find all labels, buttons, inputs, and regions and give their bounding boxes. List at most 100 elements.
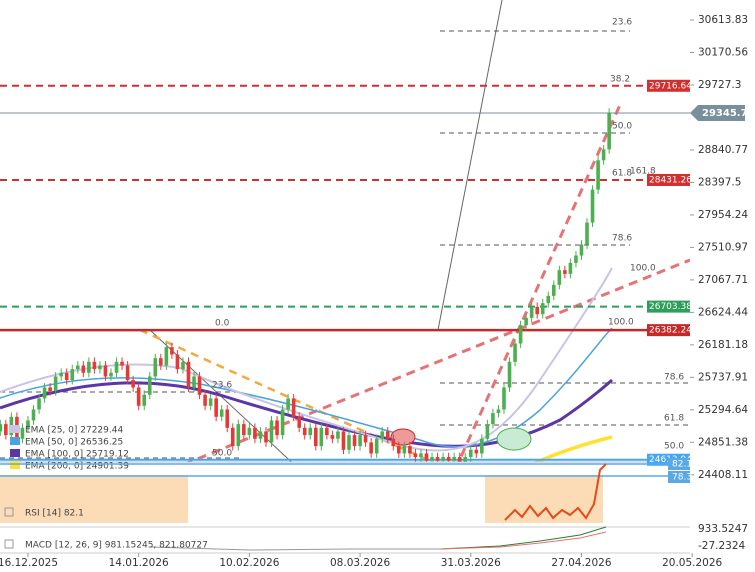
candle-body [546, 295, 551, 304]
candle-body [480, 438, 484, 454]
fib-label: 50.0 [664, 442, 684, 452]
price-tag [647, 173, 690, 186]
candle-body [269, 420, 274, 443]
x-axis: 16.12.2025 14.01.2026 10.02.2026 08.03.2026… [0, 553, 723, 569]
rsi-label: RSI [14] 82.1 [25, 509, 84, 519]
candle-body [192, 376, 196, 388]
ema-200 [532, 435, 613, 462]
candle-body [352, 435, 357, 447]
candle-body [26, 420, 30, 428]
price-tags: 29716.64 29345.7 28431.26 26703.38 26382.24 2… [647, 79, 748, 466]
candle-body [496, 409, 501, 414]
candle-body [264, 431, 268, 443]
candle-body [308, 427, 313, 436]
candle-body [413, 453, 418, 458]
macd-tick: -27.2324 [698, 540, 746, 552]
y-tick-label: 27067.71 [698, 274, 748, 286]
candle-body [186, 361, 191, 388]
candle-body [601, 149, 606, 161]
trend-line [437, 0, 503, 331]
candle-body [424, 453, 429, 461]
candle-body [552, 284, 556, 296]
fib-label: 23.6 [212, 381, 232, 391]
candle-body [325, 427, 329, 436]
candle-body [42, 387, 47, 399]
candle-body [385, 431, 390, 439]
x-tick-label: 20.05.2026 [662, 557, 722, 569]
price-tag [647, 324, 690, 337]
icon [4, 539, 14, 549]
price-tag-text: 28431.26 [649, 175, 692, 185]
icon [4, 507, 14, 517]
candle-body [20, 427, 25, 439]
candle-body [208, 398, 213, 406]
candle-body [153, 358, 158, 377]
candle-body [120, 361, 124, 366]
y-tick-label: 25294.64 [698, 404, 748, 416]
fib-label: 38.2 [610, 75, 630, 85]
candle-body [242, 424, 246, 436]
candle-body [70, 369, 75, 381]
candle-body [452, 457, 456, 461]
candle-body [98, 365, 102, 370]
candle-body [402, 446, 407, 454]
candle-body [579, 244, 584, 256]
candle-body [75, 365, 80, 370]
price-tag [690, 104, 745, 121]
legend-swatch [10, 461, 20, 469]
candle-body [291, 398, 296, 417]
candle-body [518, 325, 523, 344]
price-tag-text: 26382.24 [649, 326, 692, 336]
price-tag-text: 26703.38 [649, 302, 692, 312]
candle-body [397, 446, 401, 454]
candle-body [596, 160, 600, 190]
candle-body [391, 438, 396, 447]
candle-body [441, 457, 445, 461]
rsi-line [504, 463, 607, 521]
trend-line [456, 104, 622, 462]
candle-body [230, 427, 235, 447]
candle-body [219, 409, 224, 417]
fib-label: 100.0 [608, 318, 634, 328]
fib-label: 0.0 [215, 319, 230, 329]
candle-body [181, 361, 185, 370]
candle-body [319, 427, 324, 447]
candle-body [330, 435, 335, 439]
price-tag-text: 29345.7 [702, 108, 748, 119]
candle-body [214, 398, 218, 417]
candle-body [341, 431, 346, 450]
y-tick-label: 26624.44 [698, 306, 748, 318]
y-tick-label: 29727.3 [698, 79, 741, 91]
candle-body [563, 270, 567, 274]
candle-body [53, 376, 58, 392]
candle-body [103, 365, 108, 377]
legend-text: EMA [200, 0] 24901.39 [25, 462, 129, 472]
legend-text: EMA [50, 0] 26536.25 [25, 438, 123, 448]
candle-body [197, 376, 202, 395]
macd-line [149, 546, 440, 551]
candle-body [535, 306, 539, 315]
candle-body [258, 431, 263, 439]
candle-body [170, 347, 174, 355]
rsi-tag-text: 82.1 [672, 460, 692, 470]
fib-label: 78.6 [664, 373, 684, 383]
candle-body [491, 413, 495, 425]
candle-body [297, 416, 301, 428]
candle-body [336, 431, 340, 439]
candle-body [253, 427, 257, 439]
fib-label: 50.0 [212, 449, 232, 459]
candle-body [0, 424, 3, 432]
candle-body [485, 424, 490, 439]
macd-line [439, 526, 607, 550]
candle-body [159, 358, 163, 366]
candle-body [380, 431, 385, 439]
y-tick-label: 28397.5 [698, 176, 741, 188]
candle-body [507, 361, 512, 388]
candle-body [37, 398, 41, 410]
candle-body [136, 387, 141, 406]
candle-body [374, 438, 379, 454]
y-tick-label: 27510.97 [698, 241, 748, 253]
marker [496, 427, 532, 451]
candle-body [457, 457, 462, 462]
